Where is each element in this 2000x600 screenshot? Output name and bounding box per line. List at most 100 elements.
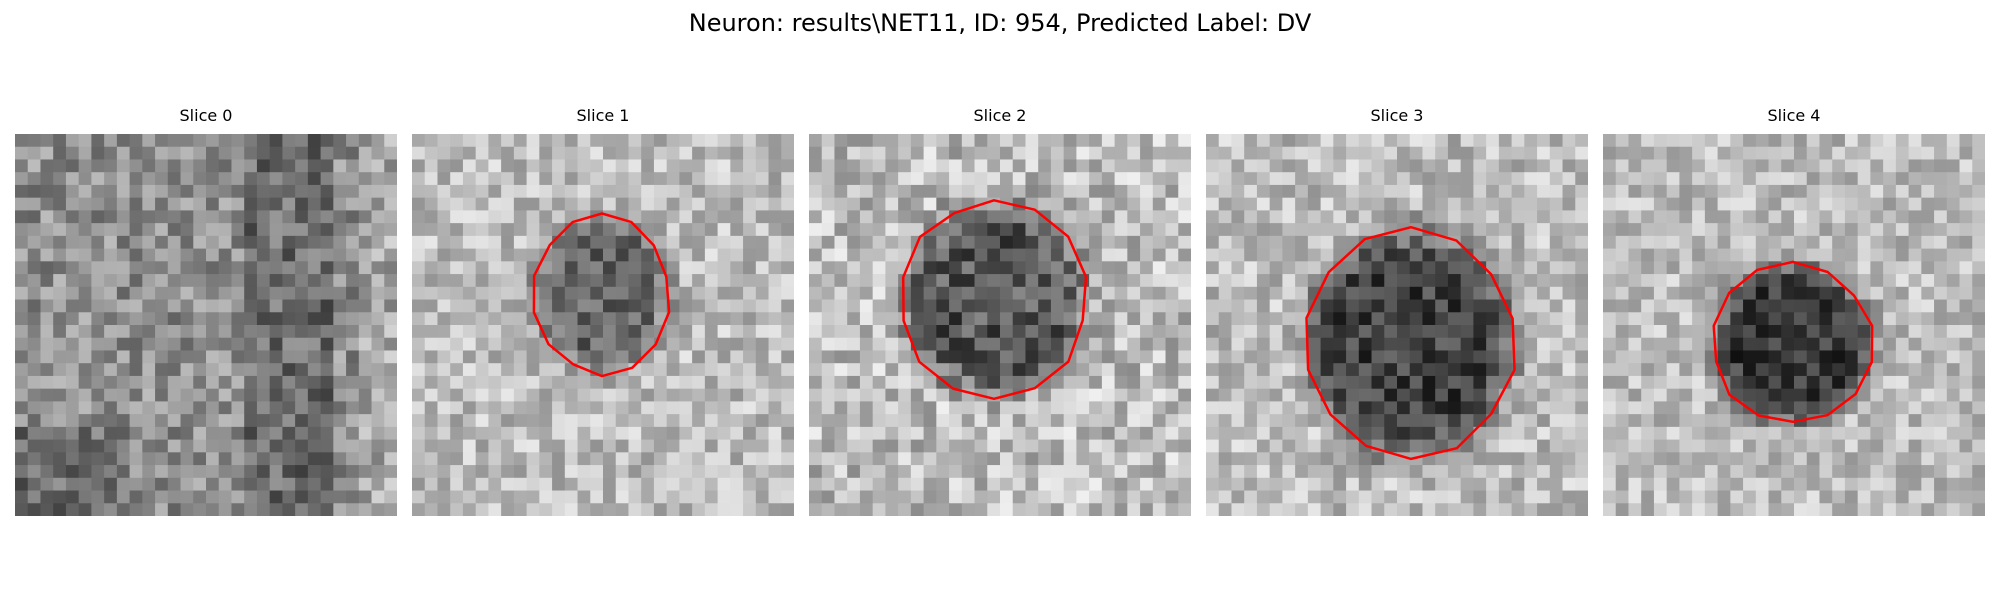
pixel-cell — [1537, 210, 1551, 224]
pixel-cell — [1333, 248, 1347, 262]
pixel-cell — [1921, 325, 1935, 339]
pixel-cell — [949, 375, 963, 390]
pixel-cell — [936, 172, 950, 186]
pixel-cell — [730, 235, 744, 250]
pixel-cell — [256, 197, 271, 211]
pixel-cell — [53, 197, 67, 211]
pixel-cell — [1256, 465, 1271, 479]
pixel-cell — [974, 312, 988, 326]
pixel-cell — [462, 325, 477, 339]
pixel-cell — [475, 146, 489, 161]
pixel-cell — [91, 388, 105, 402]
pixel-cell — [488, 375, 502, 390]
pixel-cell — [910, 388, 925, 402]
pixel-cell — [847, 184, 861, 199]
pixel-cell — [717, 388, 731, 402]
pixel-cell — [949, 452, 963, 466]
pixel-cell — [1641, 223, 1655, 237]
pixel-cell — [552, 134, 566, 148]
slice-image — [15, 134, 397, 516]
pixel-cell — [1692, 503, 1706, 516]
pixel-cell — [513, 388, 528, 402]
pixel-cell — [384, 337, 397, 352]
pixel-cell — [1473, 375, 1487, 390]
pixel-cell — [1422, 159, 1436, 173]
pixel-cell — [834, 146, 848, 161]
pixel-cell — [1562, 439, 1576, 453]
pixel-cell — [437, 197, 451, 211]
pixel-cell — [91, 426, 105, 441]
pixel-cell — [1218, 274, 1233, 288]
pixel-cell — [307, 261, 322, 275]
pixel-cell — [1114, 426, 1128, 441]
pixel-cell — [910, 172, 925, 186]
pixel-cell — [781, 350, 794, 364]
pixel-cell — [615, 350, 630, 364]
pixel-cell — [1307, 134, 1322, 148]
pixel-cell — [936, 134, 950, 148]
pixel-cell — [1511, 210, 1525, 224]
pixel-cell — [40, 477, 54, 492]
pixel-cell — [1755, 490, 1770, 504]
pixel-cell — [961, 465, 976, 479]
pixel-cell — [1781, 503, 1795, 516]
pixel-cell — [987, 146, 1001, 161]
pixel-cell — [371, 363, 385, 377]
pixel-cell — [704, 388, 719, 402]
pixel-cell — [488, 159, 502, 173]
pixel-cell — [1165, 134, 1179, 148]
pixel-cell — [269, 223, 283, 237]
pixel-cell — [193, 223, 207, 237]
pixel-cell — [872, 159, 886, 173]
pixel-cell — [564, 197, 579, 211]
pixel-cell — [1050, 503, 1065, 516]
pixel-cell — [1435, 172, 1449, 186]
pixel-cell — [1908, 477, 1922, 492]
pixel-cell — [1486, 426, 1500, 441]
pixel-cell — [40, 172, 54, 186]
pixel-cell — [1384, 274, 1398, 288]
pixel-cell — [1269, 477, 1283, 492]
pixel-cell — [1679, 184, 1693, 199]
pixel-cell — [450, 503, 464, 516]
pixel-cell — [1717, 503, 1731, 516]
pixel-cell — [692, 235, 706, 250]
pixel-cell — [949, 363, 963, 377]
pixel-cell — [1768, 375, 1782, 390]
pixel-cell — [1549, 439, 1564, 453]
pixel-cell — [1666, 465, 1680, 479]
pixel-cell — [15, 375, 29, 390]
pixel-cell — [40, 439, 54, 453]
pixel-cell — [834, 274, 848, 288]
pixel-cell — [1730, 490, 1744, 504]
pixel-cell — [256, 401, 271, 415]
pixel-cell — [1641, 299, 1655, 313]
pixel-cell — [1256, 414, 1271, 428]
pixel-cell — [1959, 197, 1973, 211]
pixel-cell — [1883, 490, 1897, 504]
pixel-cell — [269, 401, 283, 415]
pixel-cell — [1934, 146, 1948, 161]
pixel-cell — [628, 388, 642, 402]
pixel-cell — [1473, 134, 1487, 148]
pixel-cell — [1679, 197, 1693, 211]
pixel-cell — [1806, 439, 1821, 453]
pixel-cell — [1819, 210, 1833, 224]
pixel-cell — [834, 312, 848, 326]
pixel-cell — [1244, 452, 1258, 466]
pixel-cell — [809, 439, 823, 453]
pixel-cell — [961, 401, 976, 415]
pixel-cell — [872, 223, 886, 237]
pixel-cell — [755, 274, 770, 288]
pixel-cell — [1012, 350, 1027, 364]
pixel-cell — [653, 299, 668, 313]
pixel-cell — [590, 452, 604, 466]
pixel-cell — [1346, 490, 1360, 504]
pixel-cell — [1435, 159, 1449, 173]
pixel-cell — [358, 274, 373, 288]
pixel-cell — [847, 375, 861, 390]
pixel-cell — [526, 477, 540, 492]
pixel-cell — [1692, 337, 1706, 352]
pixel-cell — [129, 375, 143, 390]
pixel-cell — [1320, 426, 1334, 441]
